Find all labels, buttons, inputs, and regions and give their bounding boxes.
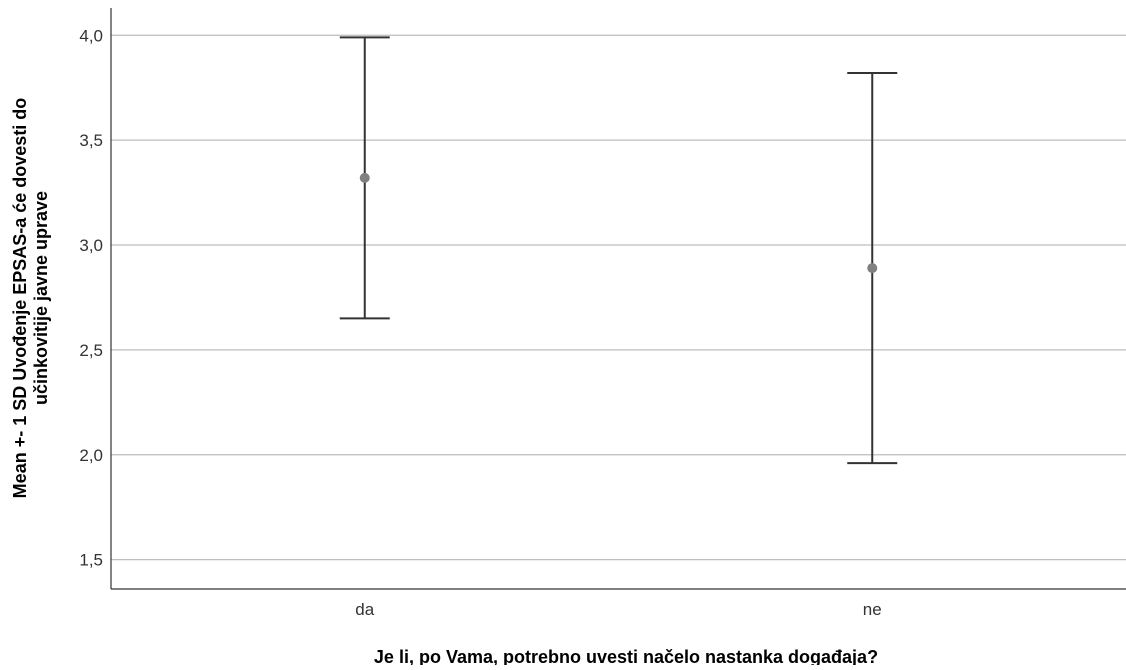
- y-tick-label: 3,5: [79, 131, 103, 150]
- x-tick-label-ne: ne: [863, 600, 882, 619]
- axes: [110, 8, 1126, 590]
- x-axis-title: Je li, po Vama, potrebno uvesti načelo n…: [374, 647, 878, 665]
- y-axis-title-line-2: učinkovitije javne uprave: [31, 191, 51, 405]
- y-tick-label: 1,5: [79, 551, 103, 570]
- y-tick-labels: 1,5 2,0 2,5 3,0 3,5 4,0: [79, 26, 103, 569]
- gridlines: [111, 34, 1126, 561]
- y-axis-title-line-1: Mean +- 1 SD Uvođenje EPSAS-a će dovesti…: [10, 98, 30, 499]
- mean-marker-da: [359, 172, 370, 183]
- error-bars: [339, 36, 898, 465]
- y-tick-label: 2,0: [79, 446, 103, 465]
- x-tick-labels: da ne: [355, 600, 881, 619]
- y-axis-title: Mean +- 1 SD Uvođenje EPSAS-a će dovesti…: [10, 98, 51, 499]
- y-tick-label: 3,0: [79, 236, 103, 255]
- mean-marker-ne: [867, 263, 878, 274]
- x-tick-label-da: da: [355, 600, 374, 619]
- y-tick-label: 4,0: [79, 26, 103, 45]
- mean-markers: [359, 172, 878, 274]
- y-tick-label: 2,5: [79, 341, 103, 360]
